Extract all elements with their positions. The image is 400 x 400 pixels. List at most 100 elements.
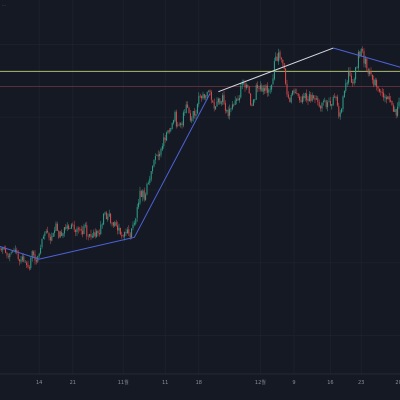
candle <box>51 232 53 242</box>
candle <box>352 79 354 87</box>
candle-body <box>378 88 380 92</box>
candle <box>322 99 324 106</box>
candle <box>139 186 141 205</box>
candle <box>258 86 260 92</box>
trend-line-2[interactable] <box>333 47 400 81</box>
candle-body <box>145 194 147 201</box>
candle-body <box>370 71 372 75</box>
candle <box>304 92 306 102</box>
candle-body <box>84 224 86 226</box>
candle <box>30 256 32 271</box>
candle-body <box>24 262 26 263</box>
candle-body <box>82 230 84 235</box>
candle-body <box>118 227 120 231</box>
candle-body <box>308 94 310 102</box>
candle <box>91 233 93 239</box>
candle-body <box>373 79 375 86</box>
candle <box>61 229 63 237</box>
candle <box>133 220 135 227</box>
candle-body <box>117 225 119 231</box>
candle-body <box>315 98 317 100</box>
candle-body <box>61 232 63 236</box>
candle-body <box>17 253 19 260</box>
candle <box>0 246 1 251</box>
candle-body <box>390 100 392 102</box>
candle <box>84 222 86 228</box>
candle <box>73 220 75 232</box>
candle <box>161 143 163 152</box>
candle-body <box>0 248 2 251</box>
candle-body <box>335 96 337 98</box>
candle-body <box>54 230 56 233</box>
candle <box>229 104 231 120</box>
candle <box>105 211 107 220</box>
trend-line-rising[interactable] <box>218 47 334 93</box>
candle <box>342 95 344 112</box>
candle <box>248 85 250 94</box>
candle-body <box>285 68 287 84</box>
candle <box>140 190 142 198</box>
candle-body <box>45 231 47 234</box>
candle <box>181 121 183 129</box>
candle <box>20 256 22 264</box>
candle <box>380 89 382 96</box>
candle-body <box>86 225 88 237</box>
candle <box>307 96 309 105</box>
candle <box>77 226 79 234</box>
candle-body <box>212 100 214 103</box>
candle-body <box>369 71 371 75</box>
candle-body <box>387 96 389 100</box>
candle-body <box>100 224 102 235</box>
candle <box>213 98 215 112</box>
candle-body <box>47 230 49 233</box>
candle <box>247 84 249 89</box>
time-axis[interactable] <box>0 374 400 400</box>
candle-body <box>398 101 400 107</box>
candle-body <box>259 85 261 90</box>
candle-body <box>286 83 288 95</box>
candle <box>184 109 186 116</box>
candle <box>261 83 263 92</box>
candle <box>205 94 207 101</box>
candle <box>24 260 26 263</box>
candle-body <box>349 71 351 77</box>
candle <box>339 110 341 120</box>
candle <box>114 220 116 228</box>
candle <box>257 81 259 93</box>
candle <box>388 92 390 103</box>
candle-body <box>129 233 131 238</box>
candle-body <box>264 88 266 91</box>
candle <box>359 51 361 59</box>
candle-body <box>314 98 316 100</box>
candle <box>314 94 316 104</box>
corner-text: ... <box>2 2 6 7</box>
candle <box>272 74 274 86</box>
candle-body <box>104 212 106 214</box>
candle <box>241 79 243 90</box>
candle-body <box>19 259 21 262</box>
candle <box>383 89 385 101</box>
candle <box>59 230 61 238</box>
candle-body <box>304 93 306 98</box>
time-axis-labels: 14 21 11월 11 18 12월 9 16 23 2025 <box>36 379 400 386</box>
candle <box>369 68 371 77</box>
candle <box>118 223 120 235</box>
candle <box>299 94 301 103</box>
candle <box>135 217 137 226</box>
candle <box>349 67 351 77</box>
candle-body <box>124 232 126 237</box>
trend-lines[interactable] <box>0 47 400 260</box>
candle <box>153 159 155 168</box>
candle-body <box>397 106 399 116</box>
candle-body <box>142 190 144 198</box>
candle-body <box>215 106 217 110</box>
candle <box>5 245 7 254</box>
candle <box>275 52 277 62</box>
candle <box>196 103 198 115</box>
trend-line-1[interactable] <box>0 93 211 260</box>
candle-body <box>287 94 289 98</box>
candle-body <box>310 94 312 102</box>
candle <box>175 109 177 129</box>
